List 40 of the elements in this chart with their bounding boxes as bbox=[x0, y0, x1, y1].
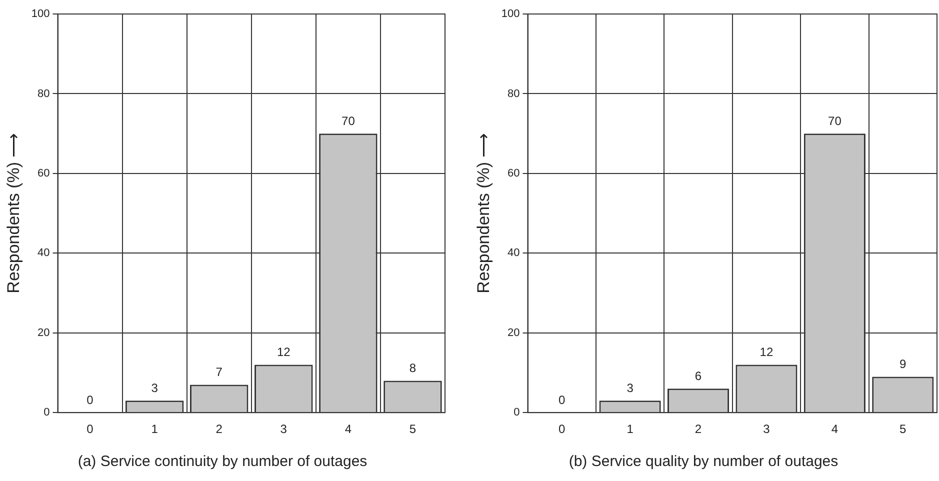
data-label: 12 bbox=[276, 345, 291, 360]
x-tick-label: 4 bbox=[344, 422, 352, 436]
x-tick-label: 0 bbox=[86, 422, 94, 436]
data-label: 0 bbox=[86, 392, 94, 407]
data-label: 70 bbox=[342, 114, 356, 128]
y-tick-label: 60 bbox=[508, 167, 520, 180]
y-tick-label: 80 bbox=[38, 88, 50, 100]
y-tick-label: 80 bbox=[508, 88, 520, 100]
y-tick-label: 40 bbox=[508, 247, 520, 260]
data-label: 8 bbox=[409, 361, 416, 376]
y-axis-title: Respondents (%) ⟶ bbox=[474, 133, 493, 294]
y-tick-label: 20 bbox=[508, 326, 520, 339]
x-tick-label: 5 bbox=[409, 422, 416, 436]
y-tick-label: 0 bbox=[44, 406, 50, 419]
y-tick-label: 40 bbox=[38, 247, 50, 260]
x-tick-label: 5 bbox=[900, 422, 907, 436]
y-tick-label: 60 bbox=[38, 167, 50, 180]
y-axis-title: Respondents (%) ⟶ bbox=[4, 133, 23, 294]
y-tick-label: 100 bbox=[31, 8, 50, 20]
data-label: 3 bbox=[151, 380, 158, 395]
data-label: 12 bbox=[760, 345, 774, 360]
x-tick-label: 0 bbox=[558, 422, 566, 436]
x-tick-label: 3 bbox=[763, 422, 770, 436]
x-tick-label: 2 bbox=[216, 422, 223, 436]
x-tick-label: 3 bbox=[280, 422, 288, 436]
data-label: 3 bbox=[626, 380, 634, 395]
text: (b) Service quality by number of outages bbox=[568, 453, 838, 470]
x-tick-label: 4 bbox=[831, 422, 838, 436]
y-tick-label: 100 bbox=[501, 8, 520, 20]
data-label: 9 bbox=[900, 357, 907, 372]
x-tick-label: 1 bbox=[151, 422, 158, 436]
y-tick-label: 0 bbox=[514, 406, 520, 419]
y-tick-label: 20 bbox=[38, 326, 50, 339]
data-label: 70 bbox=[828, 114, 842, 128]
x-tick-label: 1 bbox=[626, 422, 634, 436]
data-label: 6 bbox=[694, 368, 702, 383]
text: (a) Service continuity by number of outages bbox=[78, 453, 368, 470]
data-label: 7 bbox=[216, 365, 223, 380]
x-tick-label: 2 bbox=[694, 422, 702, 436]
data-label: 0 bbox=[558, 392, 566, 407]
